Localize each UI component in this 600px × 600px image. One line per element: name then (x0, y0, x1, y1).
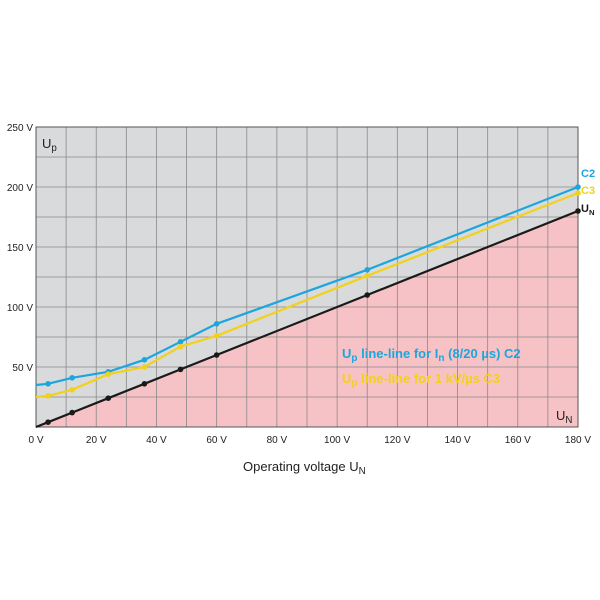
x-tick-label: 100 V (324, 435, 350, 446)
x-tick-label: 0 V (28, 435, 43, 446)
x-axis-label: Operating voltage UN (243, 459, 366, 477)
data-point (105, 371, 112, 378)
data-point (575, 184, 581, 190)
data-point (364, 267, 371, 273)
plot-frame (35, 126, 579, 428)
corner-axis-label: UN (556, 408, 572, 426)
legend-entry: Up line-line for In (8/20 µs) C2 (342, 346, 521, 364)
data-point (177, 343, 184, 350)
x-tick-label: 60 V (206, 435, 227, 446)
y-tick-label: 150 V (7, 243, 33, 254)
x-tick-label: 160 V (505, 435, 531, 446)
data-point (575, 190, 581, 196)
data-point (177, 366, 184, 373)
data-point (45, 419, 51, 426)
legend-entry: Up line-line for 1 kV/µs C3 (342, 371, 500, 389)
data-point (45, 393, 51, 399)
series-end-label: C2 (581, 168, 595, 180)
x-tick-label: 20 V (86, 435, 107, 446)
data-point (141, 364, 148, 370)
y-tick-label: 50 V (12, 363, 33, 374)
y-tick-label: 250 V (7, 123, 33, 134)
x-tick-label: 180 V (565, 435, 591, 446)
data-point (69, 409, 75, 416)
y-tick-label: 200 V (7, 183, 33, 194)
data-point (177, 339, 184, 345)
data-point (69, 387, 75, 393)
data-point (45, 381, 51, 387)
data-point (364, 273, 371, 279)
data-point (213, 333, 220, 339)
x-tick-label: 140 V (444, 435, 470, 446)
data-point (364, 292, 371, 298)
series-end-label: C3 (581, 185, 595, 197)
x-tick-label: 80 V (267, 435, 288, 446)
x-tick-label: 120 V (384, 435, 410, 446)
y-tick-label: 100 V (7, 303, 33, 314)
data-point (105, 395, 112, 402)
y-axis-label: Up (42, 136, 57, 154)
data-point (141, 357, 148, 363)
x-tick-label: 40 V (146, 435, 167, 446)
data-point (213, 352, 220, 358)
data-point (213, 321, 220, 327)
data-point (69, 375, 75, 381)
data-point (141, 381, 148, 387)
data-point (575, 208, 581, 214)
series-end-label: UN (581, 203, 595, 217)
